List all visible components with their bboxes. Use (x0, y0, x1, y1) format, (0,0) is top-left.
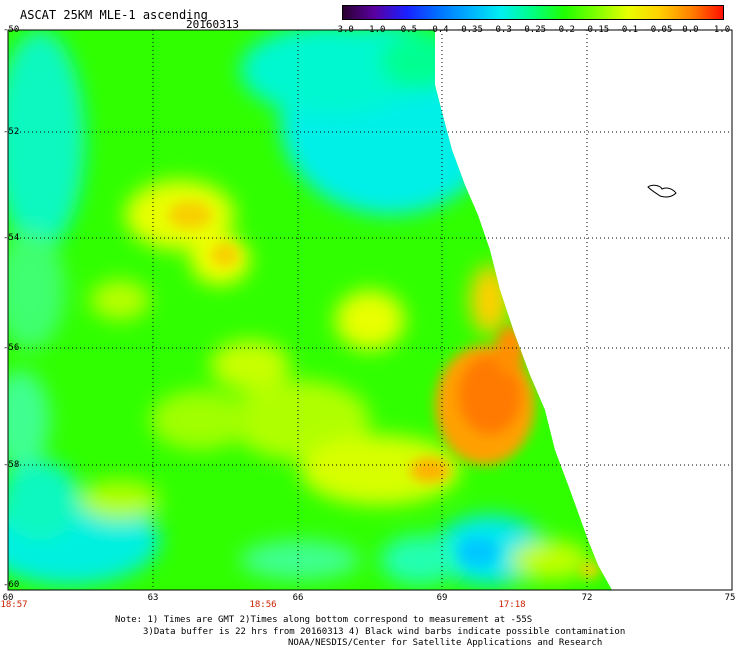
colorbar-tick-label: -0.1 (616, 25, 639, 35)
footnote-line-1: Note: 1) Times are GMT 2)Times along bot… (115, 615, 533, 625)
map-frame (7, 29, 733, 591)
time-label: 18:57 (0, 600, 28, 610)
colorbar-tick-label: 1.0 (713, 25, 731, 35)
lat-label: -52 (3, 127, 20, 137)
lat-label: -60 (3, 580, 20, 590)
time-label: 18:56 (249, 600, 277, 610)
lon-label: 75 (724, 593, 736, 603)
colorbar-tick-label: -0.05 (645, 25, 673, 35)
chart-title: ASCAT 25KM MLE-1 ascending (20, 8, 208, 22)
lon-label: 63 (147, 593, 159, 603)
colorbar-tick-label: -0.3 (490, 25, 512, 35)
colorbar (342, 5, 724, 20)
lon-label: 60 (2, 593, 14, 603)
colorbar-tick-label: -0.25 (518, 25, 547, 35)
graticule (8, 30, 732, 590)
time-label: 17:18 (498, 600, 526, 610)
colorbar-tick-label: -0.15 (582, 25, 610, 35)
colorbar-tick-label: -0.35 (455, 25, 483, 35)
colorbar-tick-label: 0.0 (682, 25, 699, 35)
footnote-line-2: 3)Data buffer is 22 hrs from 20160313 4)… (143, 627, 626, 637)
lon-label: 69 (436, 593, 448, 603)
colorbar-tick-label: -3.0 (332, 25, 354, 35)
colorbar-tick-label: -0.2 (553, 25, 575, 35)
island-outline (647, 184, 677, 198)
lat-label: -58 (3, 460, 20, 470)
footnote-line-3: NOAA/NESDIS/Center for Satellite Applica… (288, 638, 603, 648)
colorbar-tick-label: -0.5 (395, 25, 417, 35)
lon-label: 66 (292, 593, 304, 603)
colorbar-tick-label: -1.0 (363, 25, 386, 35)
lat-label: -50 (3, 25, 20, 35)
colorbar-tick-label: -0.4 (426, 25, 449, 35)
lat-label: -54 (3, 233, 20, 243)
lon-label: 72 (581, 593, 593, 603)
lat-label: -56 (3, 343, 20, 353)
chart-date: 20160313 (186, 18, 239, 31)
